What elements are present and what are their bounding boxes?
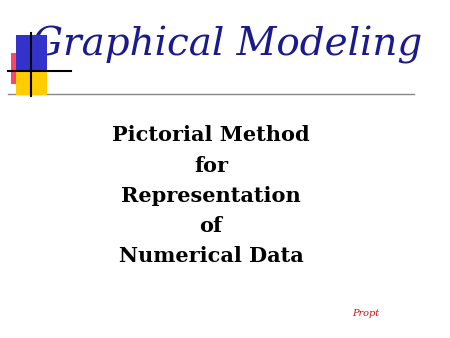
Text: for: for (194, 155, 228, 176)
Text: Pictorial Method: Pictorial Method (112, 125, 310, 145)
Bar (11, 53, 34, 83)
Text: Graphical Modeling: Graphical Modeling (32, 26, 423, 64)
Bar (16, 60, 47, 95)
Text: Propt: Propt (351, 309, 379, 318)
Text: Numerical Data: Numerical Data (119, 246, 303, 266)
Bar (16, 35, 47, 70)
Text: of: of (199, 216, 223, 236)
Text: Representation: Representation (121, 186, 301, 206)
